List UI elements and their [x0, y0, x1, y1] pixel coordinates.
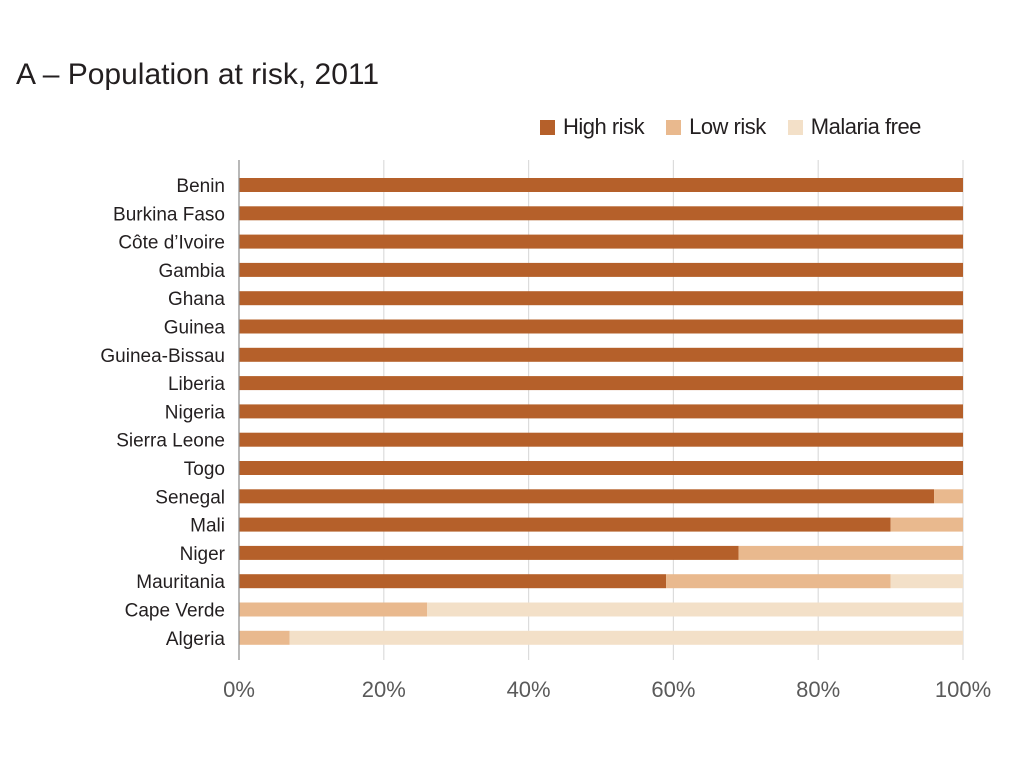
bar-cape-verde-low-risk: [239, 602, 428, 617]
bar-sierra-leone-high-risk: [239, 432, 963, 447]
legend-label-malaria-free: Malaria free: [810, 114, 922, 139]
legend-label-low-risk: Low risk: [689, 114, 766, 139]
category-label-liberia: Liberia: [168, 374, 225, 395]
chart-title: A – Population at risk, 2011: [16, 58, 380, 91]
bar-mauritania-high-risk: [239, 574, 667, 589]
bar-nigeria-high-risk: [239, 404, 963, 419]
legend-item-high-risk: High risk: [540, 114, 645, 140]
bar-niger-high-risk: [239, 545, 739, 560]
bar-senegal-high-risk: [239, 489, 935, 504]
category-label-niger: Niger: [180, 544, 226, 565]
bar-togo-high-risk: [239, 461, 963, 475]
bar-guinea-bissau-high-risk: [239, 347, 963, 362]
category-label-togo: Togo: [184, 459, 225, 480]
bar-mauritania-malaria-free: [890, 574, 963, 589]
bar-mauritania-low-risk: [666, 574, 891, 589]
bar-senegal-low-risk: [934, 489, 963, 504]
legend-swatch-high-risk: [540, 119, 555, 135]
bar-guinea-high-risk: [239, 319, 963, 334]
category-label-algeria: Algeria: [166, 629, 226, 650]
bar-gambia-high-risk: [239, 262, 963, 277]
x-tick-label-80: 80%: [796, 677, 840, 702]
bar-liberia-high-risk: [239, 376, 963, 391]
category-label-cote-d-ivoire: Côte d’Ivoire: [118, 233, 225, 254]
category-label-senegal: Senegal: [155, 487, 225, 508]
x-tick-label-40: 40%: [507, 677, 551, 702]
bar-cote-d-ivoire-high-risk: [239, 234, 963, 249]
category-label-nigeria: Nigeria: [165, 402, 226, 423]
legend-item-low-risk: Low risk: [666, 114, 766, 140]
category-label-mauritania: Mauritania: [136, 572, 225, 593]
x-tick-label-60: 60%: [651, 677, 695, 702]
bar-burkina-faso-high-risk: [239, 206, 963, 221]
legend-label-high-risk: High risk: [563, 114, 645, 139]
bar-algeria-low-risk: [239, 630, 290, 645]
category-label-guinea-bissau: Guinea-Bissau: [100, 346, 225, 367]
category-label-cape-verde: Cape Verde: [125, 601, 225, 622]
bar-benin-high-risk: [239, 178, 963, 192]
x-tick-label-0: 0%: [223, 677, 255, 702]
legend-item-malaria-free: Malaria free: [787, 114, 922, 140]
bar-cape-verde-malaria-free: [427, 602, 963, 617]
category-label-gambia: Gambia: [158, 261, 225, 282]
x-tick-label-20: 20%: [362, 677, 406, 702]
bar-ghana-high-risk: [239, 291, 963, 306]
bar-algeria-malaria-free: [289, 630, 963, 645]
category-label-benin: Benin: [176, 176, 225, 197]
category-label-ghana: Ghana: [168, 289, 225, 310]
category-label-burkina-faso: Burkina Faso: [113, 204, 225, 225]
category-label-guinea: Guinea: [164, 318, 226, 339]
bar-mali-low-risk: [890, 517, 963, 532]
x-tick-label-100: 100%: [935, 677, 991, 702]
category-label-sierra-leone: Sierra Leone: [116, 431, 225, 452]
chart-legend: High risk Low risk Malaria free: [540, 112, 943, 142]
bar-niger-low-risk: [738, 545, 963, 560]
category-label-mali: Mali: [190, 516, 225, 537]
bar-mali-high-risk: [239, 517, 891, 532]
legend-swatch-low-risk: [666, 119, 682, 135]
legend-swatch-malaria-free: [787, 119, 803, 135]
